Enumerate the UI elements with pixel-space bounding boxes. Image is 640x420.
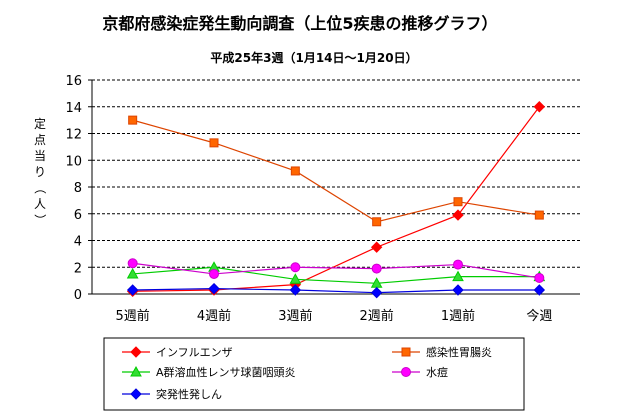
legend-item: 感染性胃腸炎 (392, 345, 492, 359)
y-axis-label-char: （ (33, 182, 47, 194)
data-point (127, 258, 138, 269)
x-tick-label: 4週前 (197, 308, 231, 324)
y-tick-label: 14 (65, 101, 82, 116)
data-point (126, 284, 139, 296)
data-point (289, 273, 302, 284)
x-tick-labels: 5週前 4週前 3週前 2週前 1週前 今週 (116, 308, 553, 324)
series-1 (128, 115, 544, 227)
x-tick-label: 5週前 (116, 308, 150, 324)
series-line (132, 262, 540, 279)
series (126, 101, 546, 299)
chart-subtitle: 平成25年3週（1月14日～1月20日） (210, 50, 417, 65)
y-axis-label-char: 定 (34, 116, 46, 131)
x-tick-label: 3週前 (278, 308, 312, 324)
data-point (533, 101, 546, 113)
legend-label: 突発性発しん (156, 387, 222, 401)
data-point (370, 241, 383, 253)
legend-item: 突発性発しん (122, 387, 222, 401)
legend-marker (130, 365, 142, 377)
legend-item: A群溶血性レンサ球菌咽頭炎 (122, 365, 296, 379)
y-tick-label: 0 (74, 288, 82, 303)
legend-marker (401, 367, 411, 377)
data-point (453, 197, 463, 207)
y-axis-label-char: り (34, 165, 46, 179)
data-point (371, 263, 382, 274)
data-point (370, 286, 383, 299)
data-point (533, 284, 546, 296)
y-tick-labels: 0 2 4 6 8 10 12 14 16 (65, 74, 82, 303)
series-line (132, 266, 540, 284)
series-4 (126, 282, 546, 299)
legend-label: 水痘 (426, 365, 448, 379)
data-point (453, 259, 463, 270)
data-point (452, 209, 464, 221)
data-point (452, 270, 464, 282)
chart-title: 京都府感染症発生動向調査（上位5疾患の推移グラフ） (102, 14, 497, 33)
data-point (208, 282, 220, 295)
y-axis-label-char: 人 (34, 197, 46, 211)
legend-label: インフルエンザ (156, 346, 233, 359)
data-point (290, 262, 301, 273)
series-line (132, 119, 540, 223)
series-line (132, 106, 540, 292)
data-point (289, 284, 302, 296)
data-point (126, 267, 139, 279)
legend-label: 感染性胃腸炎 (426, 345, 492, 359)
data-point (128, 115, 138, 125)
y-axis-label-char: 当 (34, 149, 46, 163)
x-tick-label: 2週前 (360, 308, 394, 324)
data-point (534, 210, 544, 220)
data-point (452, 284, 464, 296)
legend-box (103, 337, 525, 411)
x-tick-label: 1週前 (441, 308, 475, 324)
axes (88, 79, 580, 295)
legend-marker (401, 347, 411, 357)
y-tick-label: 4 (74, 235, 82, 250)
series-3 (127, 258, 545, 283)
y-axis-label-char: 点 (34, 133, 46, 147)
series-line (132, 288, 540, 294)
data-point (290, 166, 300, 176)
y-tick-label: 16 (65, 74, 82, 89)
y-tick-label: 2 (74, 261, 82, 276)
legend-marker (130, 346, 142, 358)
data-point (209, 268, 219, 279)
legend-marker (130, 388, 142, 400)
data-point (534, 272, 545, 283)
plot-area (92, 80, 580, 294)
data-point (209, 138, 219, 148)
y-tick-label: 6 (74, 208, 82, 223)
legend-label: A群溶血性レンサ球菌咽頭炎 (156, 365, 296, 379)
legend-item: 水痘 (392, 365, 448, 379)
x-tick-label: 今週 (526, 308, 552, 324)
data-point (372, 217, 382, 227)
y-tick-label: 12 (65, 128, 82, 143)
y-tick-label: 10 (65, 154, 82, 169)
legend-item: インフルエンザ (122, 346, 233, 359)
y-tick-label: 8 (74, 181, 82, 196)
y-axis-label-char: ） (33, 214, 47, 226)
